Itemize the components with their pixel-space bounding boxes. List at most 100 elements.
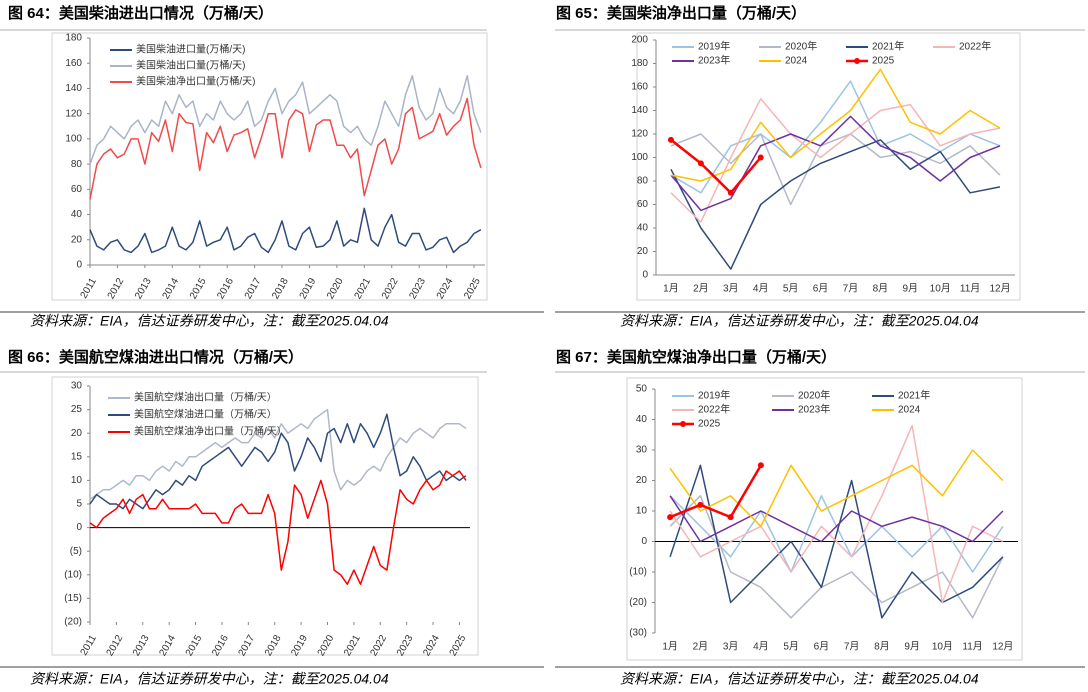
y-tick-label: 40 — [71, 209, 83, 220]
legend-label: 美国航空煤油出口量（万桶/天） — [134, 391, 277, 404]
y-tick-label: 120 — [65, 108, 82, 119]
y-tick-label: 20 — [637, 246, 649, 257]
y-tick-label: 60 — [637, 199, 649, 210]
x-tick-label: 8月 — [873, 283, 889, 295]
x-tick-label: 2019 — [289, 633, 310, 658]
y-tick-label: 5 — [76, 499, 82, 510]
x-tick-label: 2023 — [407, 276, 428, 301]
series-line — [669, 464, 762, 519]
y-tick-label: 120 — [631, 129, 648, 140]
x-tick-label: 2018 — [270, 276, 291, 301]
y-tick-label: 0 — [76, 260, 82, 271]
y-tick-label: 60 — [71, 184, 83, 195]
y-tick-label: 0 — [642, 270, 648, 281]
y-tick-label: 0 — [641, 536, 647, 547]
x-tick-label: 2016 — [215, 276, 236, 301]
series-line — [89, 413, 467, 510]
x-tick-label: 11月 — [962, 641, 982, 653]
source-note: 资料来源：EIA，信达证券研发中心，注：截至2025.04.04 — [620, 313, 979, 329]
x-tick-label: 2022 — [369, 633, 390, 658]
point — [667, 514, 674, 521]
x-tick-label: 4月 — [753, 641, 769, 653]
y-tick-label: 200 — [631, 35, 648, 46]
series-line — [89, 470, 467, 585]
x-tick-label: 2017 — [243, 276, 264, 301]
x-tick-label: 2013 — [131, 633, 152, 658]
y-tick-label: (20) — [64, 617, 82, 628]
x-tick-label: 2015 — [184, 633, 205, 658]
chart-frame — [51, 32, 488, 301]
x-tick-label: 12月 — [989, 283, 1010, 295]
point — [757, 154, 764, 161]
x-tick-label: 10月 — [932, 641, 953, 653]
x-tick-label: 2023 — [395, 633, 416, 658]
legend-label: 2020年 — [798, 389, 830, 402]
chart-title: 图 65：美国柴油净出口量（万桶/天） — [556, 4, 806, 22]
legend-label: 美国柴油净出口量(万桶/天) — [136, 75, 255, 88]
point — [727, 189, 734, 196]
x-tick-label: 4月 — [753, 283, 769, 295]
x-tick-label: 2017 — [237, 633, 258, 658]
series-line — [670, 98, 1001, 223]
x-tick-label: 2014 — [161, 276, 182, 301]
y-tick-label: 25 — [71, 404, 83, 415]
y-tick-label: 10 — [71, 475, 83, 486]
x-tick-label: 2021 — [342, 633, 363, 658]
y-tick-label: 0 — [76, 522, 82, 533]
x-tick-label: 10月 — [930, 283, 951, 295]
x-tick-label: 2013 — [133, 276, 154, 301]
y-tick-label: 30 — [71, 381, 83, 392]
x-tick-label: 9月 — [904, 641, 920, 653]
chart-frame — [626, 377, 1023, 661]
x-tick-label: 7月 — [843, 283, 859, 295]
x-tick-label: 2025 — [448, 633, 469, 658]
x-tick-label: 5月 — [783, 641, 799, 653]
x-tick-label: 2022 — [380, 276, 401, 301]
series-line — [670, 115, 1001, 212]
legend-label: 2019年 — [698, 389, 730, 402]
series-line — [89, 408, 467, 500]
series-line — [89, 75, 482, 165]
source-note: 资料来源：EIA，信达证券研发中心，注：截至2025.04.04 — [620, 671, 979, 687]
x-tick-label: 2024 — [421, 633, 442, 658]
y-tick-label: 80 — [71, 159, 83, 170]
x-tick-label: 2020 — [325, 276, 346, 301]
x-tick-label: 2024 — [435, 276, 456, 301]
legend-label: 2020年 — [785, 40, 817, 53]
legend-label: 2025 — [872, 56, 895, 67]
legend-label: 2024 — [898, 405, 921, 416]
y-tick-label: (15) — [64, 593, 82, 604]
x-tick-label: 6月 — [813, 283, 829, 295]
x-tick-label: 2011 — [79, 633, 99, 658]
x-tick-label: 7月 — [844, 641, 860, 653]
series-line — [669, 495, 1004, 619]
legend-label: 2022年 — [959, 40, 991, 53]
x-tick-label: 11月 — [960, 283, 980, 295]
y-tick-label: 100 — [65, 134, 82, 145]
x-tick-label: 2015 — [188, 276, 209, 301]
x-tick-label: 2012 — [106, 276, 127, 301]
y-tick-label: (20) — [629, 597, 647, 608]
series-line — [669, 424, 1004, 604]
y-tick-label: 180 — [65, 33, 82, 44]
legend-label: 2025 — [698, 419, 721, 430]
point — [697, 160, 704, 167]
chart-frame — [51, 376, 479, 656]
x-tick-label: 2012 — [105, 633, 126, 658]
y-tick-label: (30) — [629, 628, 647, 639]
x-tick-label: 6月 — [814, 641, 830, 653]
x-tick-label: 2月 — [693, 641, 709, 653]
legend-label: 2023年 — [698, 54, 730, 67]
y-tick-label: 40 — [636, 414, 648, 425]
y-tick-label: 20 — [71, 428, 83, 439]
y-tick-label: 180 — [631, 58, 648, 69]
chart-title: 图 66：美国航空煤油进出口情况（万桶/天） — [8, 348, 303, 366]
point — [757, 462, 764, 469]
x-tick-label: 5月 — [783, 283, 799, 295]
legend-label: 美国航空煤油进口量（万桶/天） — [134, 408, 277, 421]
legend-label: 美国柴油进口量(万桶/天) — [136, 43, 245, 56]
x-tick-label: 1月 — [663, 283, 679, 295]
legend-label: 美国柴油出口量(万桶/天) — [136, 59, 245, 72]
